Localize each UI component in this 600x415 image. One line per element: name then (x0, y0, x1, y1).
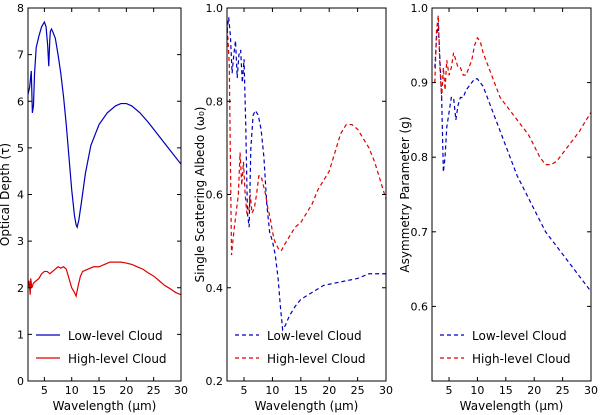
x-axis-label: Wavelength (μm) (460, 399, 564, 413)
x-tick-label: 15 (294, 384, 308, 397)
series-line-low-level-cloud (28, 20, 181, 229)
y-tick-label: 2 (17, 282, 24, 295)
y-axis-label: Single Scattering Albedo (ω₀) (193, 107, 207, 283)
x-tick-label: 25 (147, 384, 161, 397)
y-tick-label: 1.0 (411, 2, 429, 15)
x-tick-label: 30 (174, 384, 188, 397)
y-tick-label: 4 (17, 189, 24, 202)
legend-label-high-level-cloud: High-level Cloud (472, 352, 571, 366)
y-tick-label: 0.6 (206, 189, 224, 202)
y-axis-label: Optical Depth (τ) (0, 143, 12, 246)
legend-label-high-level-cloud: High-level Cloud (267, 352, 366, 366)
y-tick-label: 0.7 (411, 226, 429, 239)
x-tick-label: 20 (322, 384, 336, 397)
x-tick-label: 15 (499, 384, 513, 397)
y-tick-label: 7 (17, 49, 24, 62)
chart-panel-1: 0 1 2 3 4 5 6 7 8 5 10 15 20 25 30 Wavelength (μm) Optic… (0, 2, 188, 413)
y-tick-label: 0.2 (206, 375, 224, 388)
y-tick-label: 0.9 (411, 77, 429, 90)
y-tick-label: 8 (17, 2, 24, 15)
x-tick-label: 10 (470, 384, 484, 397)
y-tick-label: 1.0 (206, 2, 224, 15)
legend-label-high-level-cloud: High-level Cloud (68, 352, 167, 366)
x-tick-label: 25 (556, 384, 570, 397)
x-tick-label: 5 (241, 384, 248, 397)
x-tick-label: 30 (584, 384, 598, 397)
y-axis-label: Asymmetry Parameter (g) (398, 116, 412, 272)
x-tick-label: 20 (119, 384, 133, 397)
y-tick-label: 0.4 (206, 282, 224, 295)
x-tick-label: 5 (41, 384, 48, 397)
y-tick-label: 0.6 (411, 300, 429, 313)
legend-label-low-level-cloud: Low-level Cloud (472, 329, 567, 343)
y-tick-label: 0.8 (206, 95, 224, 108)
series-line-high-level-cloud (28, 261, 181, 299)
legend-label-low-level-cloud: Low-level Cloud (267, 329, 362, 343)
x-tick-label: 25 (351, 384, 365, 397)
x-tick-label: 10 (65, 384, 79, 397)
axes-frame (431, 7, 592, 382)
x-tick-label: 20 (527, 384, 541, 397)
x-axis-label: Wavelength (μm) (255, 399, 359, 413)
x-tick-label: 10 (265, 384, 279, 397)
legend-label-low-level-cloud: Low-level Cloud (68, 329, 163, 343)
series-line-high-level-cloud (227, 21, 386, 256)
chart-panel-2: 0.2 0.4 0.6 0.8 1.0 5 10 15 20 25 30 Wavelength (μm… (193, 2, 393, 413)
axes-frame (27, 7, 182, 382)
series-line-low-level-cloud (434, 22, 591, 292)
series-line-low-level-cloud (227, 17, 386, 332)
y-tick-label: 6 (17, 95, 24, 108)
x-tick-label: 30 (379, 384, 393, 397)
y-tick-label: 0 (17, 375, 24, 388)
x-tick-label: 15 (92, 384, 106, 397)
y-tick-label: 5 (17, 142, 24, 155)
series-line-high-level-cloud (434, 15, 591, 166)
y-tick-label: 1 (17, 328, 24, 341)
y-tick-label: 3 (17, 235, 24, 248)
chart-panel-3: 0.6 0.7 0.8 0.9 1.0 5 10 15 20 25 30 Wavelength (μm… (398, 2, 598, 413)
x-axis-label: Wavelength (μm) (53, 399, 157, 413)
x-tick-label: 5 (446, 384, 453, 397)
y-tick-label: 0.8 (411, 151, 429, 164)
